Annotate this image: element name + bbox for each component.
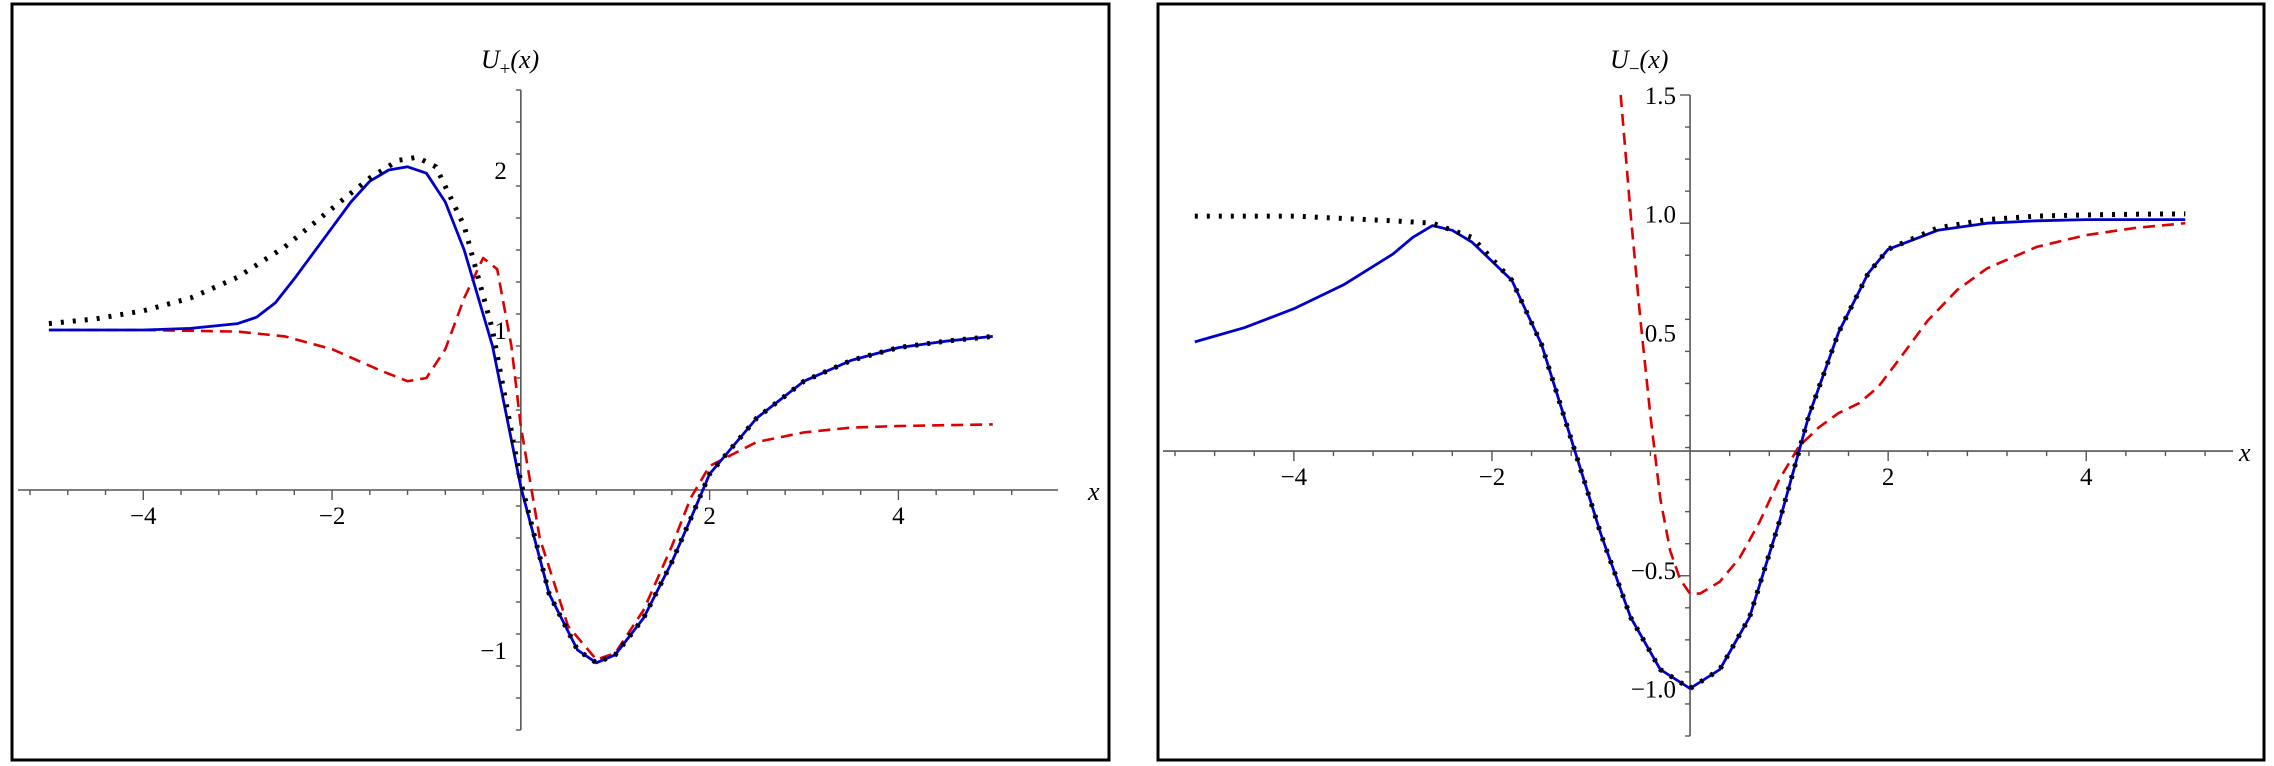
axes: −4 −2 2 4 −1 1 2 (18, 89, 1058, 731)
y-axis-label-tail: (x) (1640, 45, 1669, 74)
x-tick-label: −2 (1479, 464, 1506, 491)
x-tick-label: 4 (2080, 464, 2093, 491)
x-axis-label: x (2238, 438, 2251, 467)
chart-u-minus: −4 −2 2 4 −1.0 −0.5 0.5 1.0 1.5 x U−(x) (1156, 2, 2266, 762)
series-layer (1194, 94, 2186, 691)
y-tick-label: 1.0 (1645, 202, 1676, 229)
series-dotted-black (1194, 211, 2186, 691)
x-tick-label: −4 (130, 503, 157, 530)
x-tick-label: −4 (1281, 464, 1308, 491)
x-tick-label: 2 (703, 503, 716, 530)
chart-u-plus: −4 −2 2 4 −1 1 2 x U+(x) (10, 2, 1111, 762)
y-tick-label: 1.5 (1645, 83, 1676, 110)
y-axis-label-sub: + (500, 59, 511, 80)
series-dashed-red (1619, 94, 2186, 595)
series-layer (48, 154, 994, 666)
y-axis-label-main: U (481, 45, 502, 74)
y-tick-label: −1 (480, 638, 507, 665)
y-axis-label-sub: − (1629, 59, 1640, 80)
chart-frame (1156, 2, 2266, 762)
x-tick-label: 4 (892, 503, 905, 530)
y-tick-label: 1 (494, 318, 507, 345)
y-axis-label: U−(x) (1610, 45, 1668, 80)
x-tick-label: 2 (1882, 464, 1895, 491)
y-tick-label: 2 (494, 158, 507, 185)
y-axis-label-tail: (x) (510, 45, 539, 74)
chart-frame (10, 2, 1111, 762)
y-tick-label: −0.5 (1631, 558, 1676, 585)
x-axis-label: x (1087, 477, 1100, 506)
y-axis-label: U+(x) (481, 45, 539, 80)
y-tick-label: −1.0 (1631, 677, 1676, 704)
axes: −4 −2 2 4 −1.0 −0.5 0.5 1.0 1.5 (1163, 83, 2233, 737)
y-tick-label: 0.5 (1645, 320, 1676, 347)
y-axis-label-main: U (1610, 45, 1631, 74)
x-tick-label: −2 (319, 503, 346, 530)
